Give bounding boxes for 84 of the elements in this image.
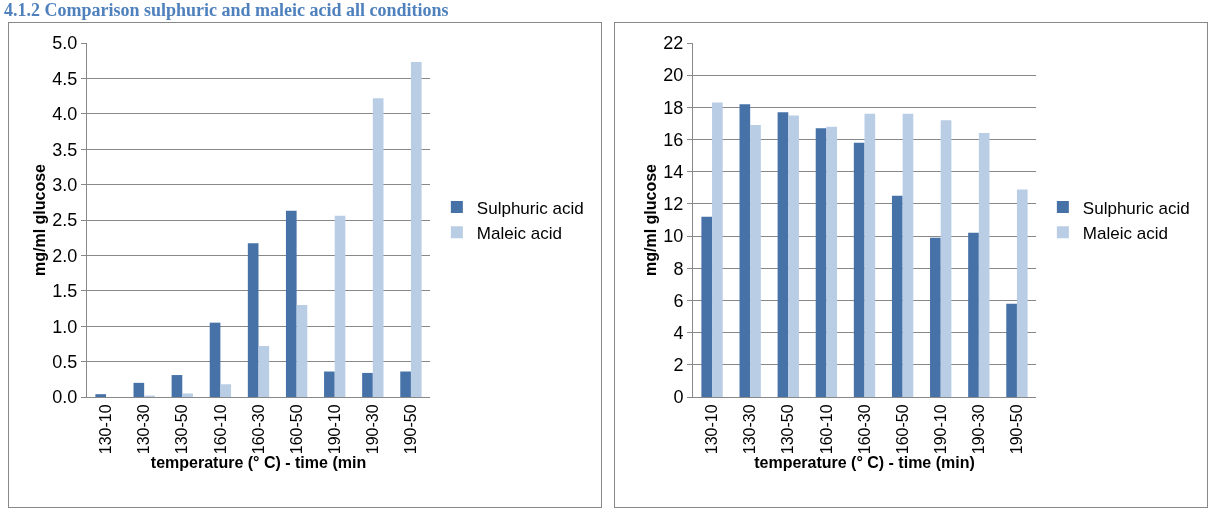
bar <box>247 243 259 397</box>
y-tick-label: 2.0 <box>52 245 78 266</box>
x-tick-label: 130-50 <box>779 404 797 455</box>
x-tick-label: 130-50 <box>173 404 191 455</box>
y-tick-label: 3.0 <box>52 174 78 195</box>
bar <box>978 133 990 397</box>
x-tick-label: 190-10 <box>325 404 343 455</box>
bar <box>258 346 270 397</box>
x-tick-label: 130-30 <box>741 404 759 455</box>
y-axis-title: mg/ml glucose <box>642 163 660 277</box>
bar <box>902 113 914 397</box>
x-tick-label: 130-30 <box>135 404 153 455</box>
y-tick-label: 4 <box>673 322 684 343</box>
bar <box>296 304 308 397</box>
y-tick-label: 0 <box>673 387 684 408</box>
bar <box>182 393 193 397</box>
bar <box>1006 303 1017 397</box>
y-tick-label: 10 <box>663 226 684 247</box>
bar <box>853 142 865 397</box>
bar <box>864 113 876 397</box>
x-tick-label: 190-50 <box>1008 404 1026 455</box>
bar <box>1016 189 1028 397</box>
x-tick-label: 190-30 <box>364 404 382 455</box>
y-tick-label: 16 <box>663 129 684 150</box>
bar <box>133 382 145 397</box>
x-axis-title: temperature (° C) - time (min) <box>754 454 975 472</box>
bar <box>826 126 838 397</box>
y-tick-label: 22 <box>663 33 684 54</box>
bar <box>788 115 799 397</box>
x-tick-label: 160-10 <box>211 404 229 455</box>
y-tick-label: 20 <box>663 65 684 86</box>
y-tick-label: 0.5 <box>52 351 78 372</box>
legend-label: Sulphuric acid <box>476 198 584 218</box>
bar <box>362 372 373 397</box>
x-tick-label: 160-30 <box>249 404 267 455</box>
bar <box>930 237 941 397</box>
x-tick-label: 160-10 <box>817 404 835 455</box>
y-tick-label: 1.5 <box>52 281 78 302</box>
y-tick-label: 2.5 <box>52 210 78 231</box>
x-axis-title: temperature (° C) - time (min <box>150 454 367 472</box>
y-tick-label: 18 <box>663 97 684 118</box>
bar <box>940 120 952 397</box>
y-tick-label: 12 <box>663 194 684 215</box>
y-tick-label: 2 <box>673 355 684 376</box>
bar <box>372 98 384 397</box>
bar <box>334 215 346 397</box>
bar <box>739 104 751 397</box>
x-tick-label: 190-30 <box>970 404 988 455</box>
bar <box>400 371 411 397</box>
x-tick-label: 160-30 <box>855 404 873 455</box>
bar <box>777 112 789 397</box>
bar <box>220 384 232 397</box>
legend-label: Maleic acid <box>476 223 562 243</box>
bar <box>95 394 107 397</box>
x-tick-label: 190-10 <box>931 404 949 455</box>
x-tick-label: 130-10 <box>97 404 115 455</box>
y-tick-label: 1.0 <box>52 316 78 337</box>
bar <box>209 322 221 397</box>
y-tick-label: 14 <box>663 162 684 183</box>
y-tick-label: 6 <box>673 290 684 311</box>
x-tick-label: 130-10 <box>703 404 721 455</box>
bar <box>891 195 903 397</box>
bar <box>324 371 335 397</box>
legend-label: Sulphuric acid <box>1082 198 1190 218</box>
bar <box>815 128 827 397</box>
bar <box>701 216 713 397</box>
x-tick-label: 160-50 <box>893 404 911 455</box>
bar <box>750 125 761 397</box>
y-tick-label: 4.5 <box>52 68 78 89</box>
y-tick-label: 3.5 <box>52 139 78 160</box>
bar <box>285 210 297 397</box>
y-tick-label: 8 <box>673 258 684 279</box>
x-tick-label: 160-50 <box>287 404 305 455</box>
bar <box>968 232 979 397</box>
chart-title: 4.1.2 Comparison sulphuric and maleic acid all conditions <box>4 0 449 20</box>
bar <box>712 102 723 397</box>
y-tick-label: 5.0 <box>52 33 78 54</box>
bar <box>410 62 422 397</box>
x-tick-label: 190-50 <box>402 404 420 455</box>
y-tick-label: 0.0 <box>52 387 78 408</box>
y-tick-label: 4.0 <box>52 104 78 125</box>
legend-label: Maleic acid <box>1082 223 1168 243</box>
bar <box>171 375 183 397</box>
y-axis-title: mg/ml glucose <box>31 163 49 277</box>
